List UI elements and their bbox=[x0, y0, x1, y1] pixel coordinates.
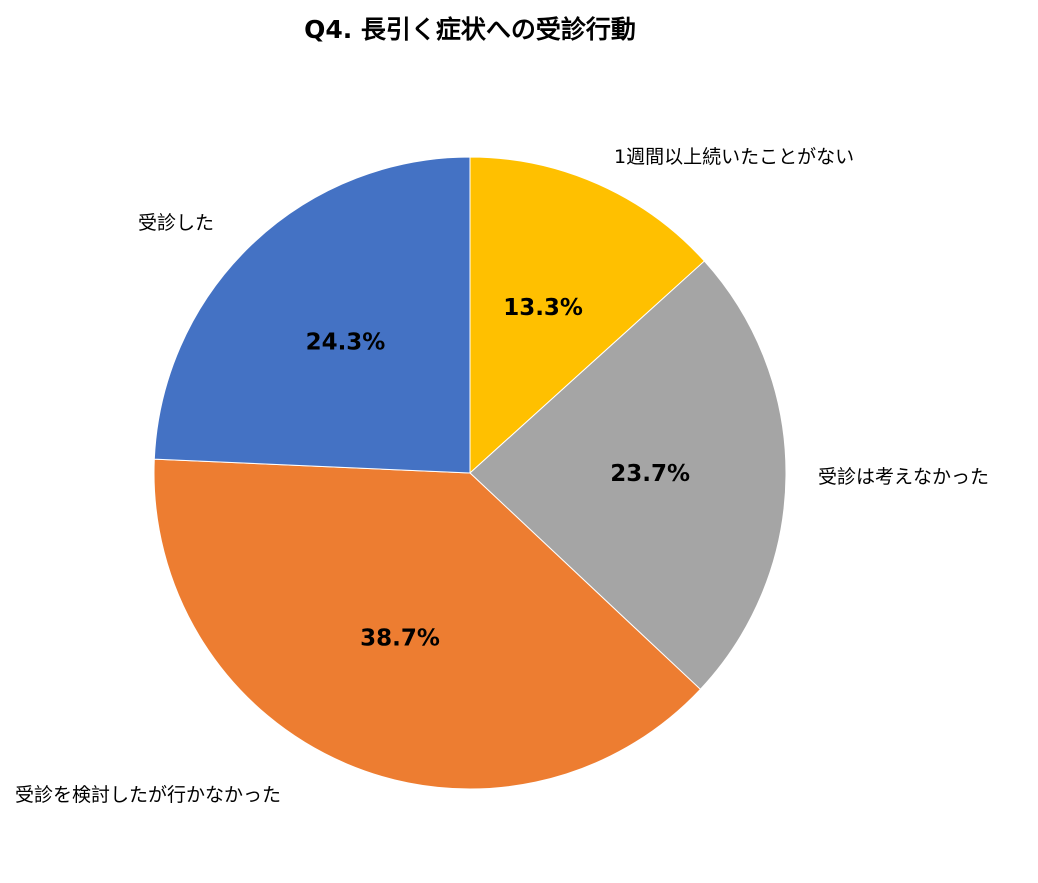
slice-value-label: 24.3% bbox=[306, 329, 386, 355]
slice-category-label: 受診した bbox=[138, 212, 214, 234]
chart-title: Q4. 長引く症状への受診行動 bbox=[304, 15, 636, 44]
pie-slice bbox=[469, 156, 706, 475]
pie-slices bbox=[153, 156, 787, 790]
pie-slice bbox=[153, 156, 471, 474]
slice-value-label: 38.7% bbox=[360, 625, 440, 651]
slice-category-label: 受診を検討したが行かなかった bbox=[15, 784, 281, 806]
slice-category-label: 1週間以上続いたことがない bbox=[614, 146, 854, 168]
slice-value-labels: 13.3% 23.7% 38.7% 24.3% bbox=[306, 295, 690, 652]
pie-slice bbox=[469, 260, 787, 691]
slice-value-label: 13.3% bbox=[503, 295, 583, 321]
pie-slice bbox=[153, 458, 702, 790]
slice-category-label: 受診は考えなかった bbox=[818, 466, 989, 488]
slice-value-label: 23.7% bbox=[610, 461, 690, 487]
